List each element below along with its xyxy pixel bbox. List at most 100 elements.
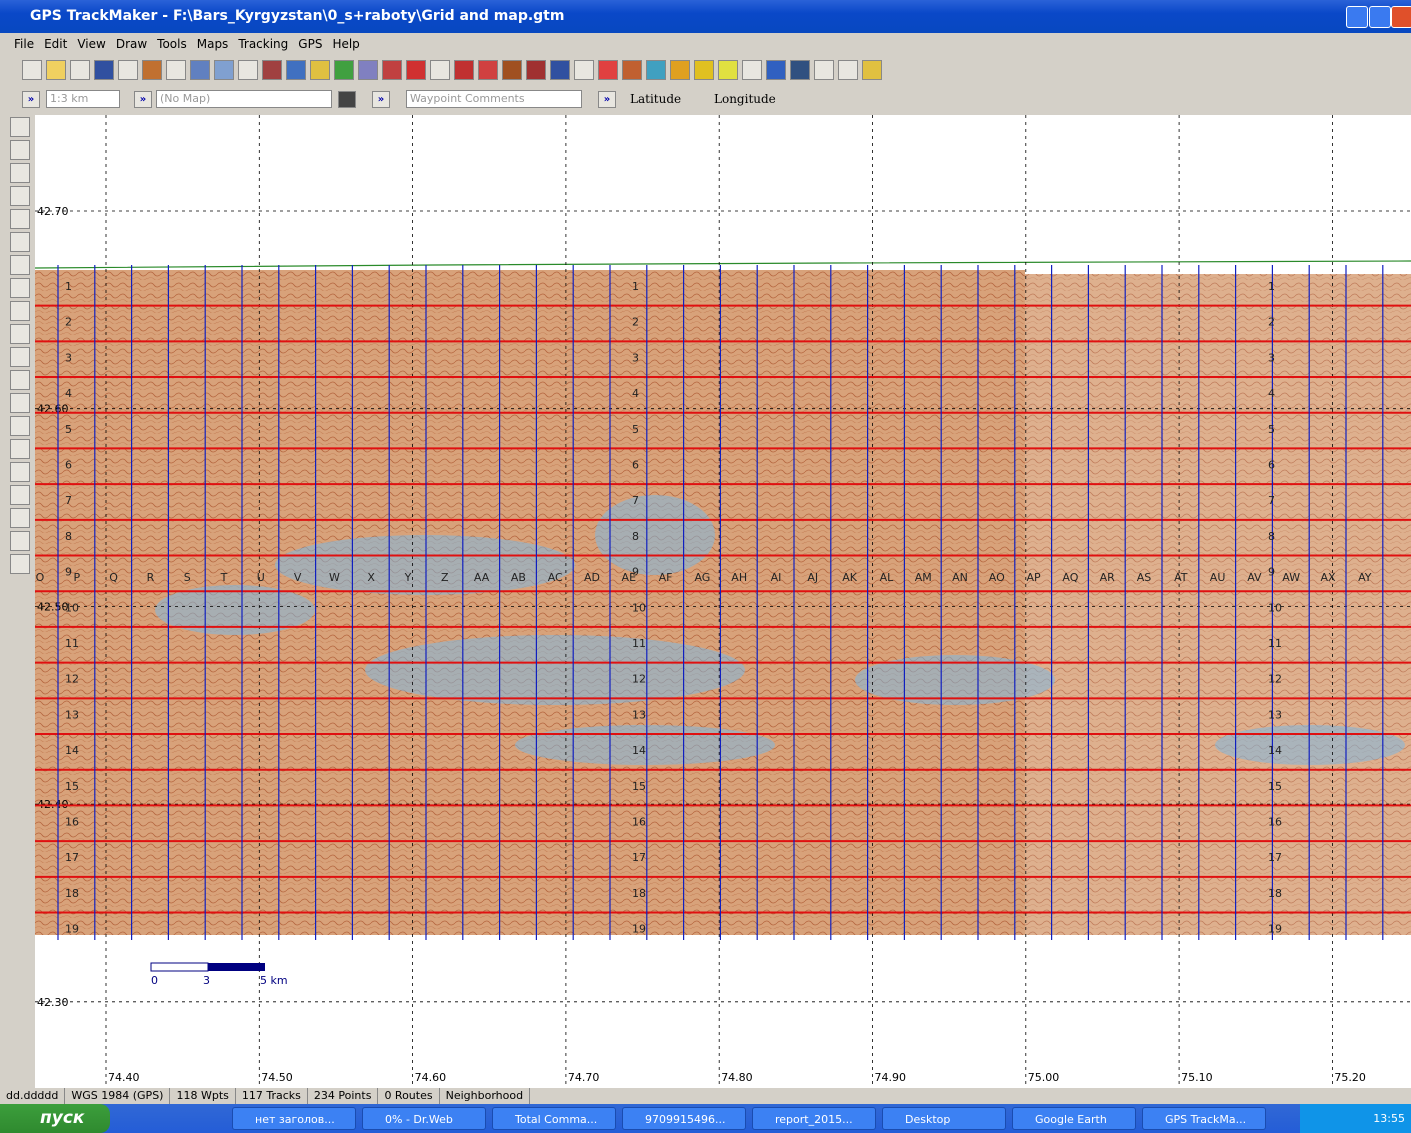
tool-button[interactable] [814, 60, 834, 80]
menu-item[interactable]: Help [332, 33, 359, 55]
task-button[interactable]: GPS TrackMa... [1142, 1107, 1266, 1130]
tool-button[interactable] [454, 60, 474, 80]
tool-button[interactable] [742, 60, 762, 80]
row-label: 5 [1268, 423, 1275, 436]
row-label: 9 [632, 566, 639, 579]
task-button[interactable]: 9709915496... [622, 1107, 746, 1130]
draw-tool[interactable] [10, 370, 30, 390]
task-button[interactable]: Total Comma... [492, 1107, 616, 1130]
tool-button[interactable] [766, 60, 786, 80]
latitude-label: Latitude [630, 92, 681, 106]
draw-tool[interactable] [10, 439, 30, 459]
task-button[interactable]: Desktop [882, 1107, 1006, 1130]
task-button[interactable]: Google Earth [1012, 1107, 1136, 1130]
draw-tool[interactable] [10, 393, 30, 413]
longitude-label: 74.70 [568, 1071, 600, 1084]
tool-button[interactable] [310, 60, 330, 80]
start-button[interactable]: пуск [0, 1104, 110, 1133]
draw-tool[interactable] [10, 140, 30, 160]
draw-tool[interactable] [10, 324, 30, 344]
color-button[interactable] [338, 91, 356, 108]
column-label: AL [880, 571, 895, 584]
system-tray: 13:55 [1300, 1104, 1411, 1133]
menu-item[interactable]: Maps [197, 33, 229, 55]
row-label: 1 [1268, 280, 1275, 293]
menu-item[interactable]: Tracking [238, 33, 288, 55]
tool-button[interactable] [670, 60, 690, 80]
tool-button[interactable] [286, 60, 306, 80]
tool-button[interactable] [622, 60, 642, 80]
row-label: 3 [632, 351, 639, 364]
draw-tool[interactable] [10, 554, 30, 574]
tool-button[interactable] [94, 60, 114, 80]
tool-button[interactable] [166, 60, 186, 80]
draw-tool[interactable] [10, 301, 30, 321]
tool-button[interactable] [598, 60, 618, 80]
tool-button[interactable] [478, 60, 498, 80]
tool-button[interactable] [46, 60, 66, 80]
column-label: AC [548, 571, 563, 584]
scale-field[interactable]: 1:3 km [46, 90, 120, 108]
tool-button[interactable] [334, 60, 354, 80]
row-label: 2 [65, 316, 72, 329]
tool-button[interactable] [214, 60, 234, 80]
expand-button[interactable]: » [598, 91, 616, 108]
longitude-label: 74.60 [415, 1071, 447, 1084]
tool-button[interactable] [790, 60, 810, 80]
expand-button[interactable]: » [22, 91, 40, 108]
draw-tool[interactable] [10, 186, 30, 206]
tool-button[interactable] [718, 60, 738, 80]
draw-tool[interactable] [10, 278, 30, 298]
row-label: 1 [632, 280, 639, 293]
tool-button[interactable] [574, 60, 594, 80]
tool-button[interactable] [526, 60, 546, 80]
menu-item[interactable]: File [14, 33, 34, 55]
tool-button[interactable] [238, 60, 258, 80]
maximize-button[interactable] [1369, 6, 1391, 28]
tool-button[interactable] [430, 60, 450, 80]
expand-button[interactable]: » [372, 91, 390, 108]
draw-tool[interactable] [10, 531, 30, 551]
menu-item[interactable]: Edit [44, 33, 67, 55]
draw-tool[interactable] [10, 232, 30, 252]
menu-item[interactable]: Tools [157, 33, 187, 55]
tool-button[interactable] [694, 60, 714, 80]
tool-button[interactable] [862, 60, 882, 80]
tool-button[interactable] [262, 60, 282, 80]
minimize-button[interactable] [1346, 6, 1368, 28]
comments-field[interactable]: Waypoint Comments [406, 90, 582, 108]
menu-item[interactable]: Draw [116, 33, 147, 55]
task-button[interactable]: нет заголов... [232, 1107, 356, 1130]
draw-tool[interactable] [10, 508, 30, 528]
tool-button[interactable] [70, 60, 90, 80]
tool-button[interactable] [22, 60, 42, 80]
map-field[interactable]: (No Map) [156, 90, 332, 108]
task-button[interactable]: 0% - Dr.Web [362, 1107, 486, 1130]
row-label: 11 [1268, 637, 1282, 650]
draw-tool[interactable] [10, 255, 30, 275]
draw-tool[interactable] [10, 347, 30, 367]
close-button[interactable] [1391, 6, 1411, 28]
tool-button[interactable] [406, 60, 426, 80]
tool-button[interactable] [382, 60, 402, 80]
glacier [275, 535, 575, 595]
tool-button[interactable] [646, 60, 666, 80]
tool-button[interactable] [358, 60, 378, 80]
column-label: AX [1320, 571, 1336, 584]
task-button[interactable]: report_2015... [752, 1107, 876, 1130]
draw-tool[interactable] [10, 163, 30, 183]
menu-item[interactable]: View [77, 33, 105, 55]
draw-tool[interactable] [10, 416, 30, 436]
tool-button[interactable] [502, 60, 522, 80]
draw-tool[interactable] [10, 462, 30, 482]
tool-button[interactable] [190, 60, 210, 80]
draw-tool[interactable] [10, 117, 30, 137]
tool-button[interactable] [118, 60, 138, 80]
tool-button[interactable] [142, 60, 162, 80]
expand-button[interactable]: » [134, 91, 152, 108]
draw-tool[interactable] [10, 209, 30, 229]
menu-item[interactable]: GPS [298, 33, 322, 55]
tool-button[interactable] [838, 60, 858, 80]
draw-tool[interactable] [10, 485, 30, 505]
tool-button[interactable] [550, 60, 570, 80]
